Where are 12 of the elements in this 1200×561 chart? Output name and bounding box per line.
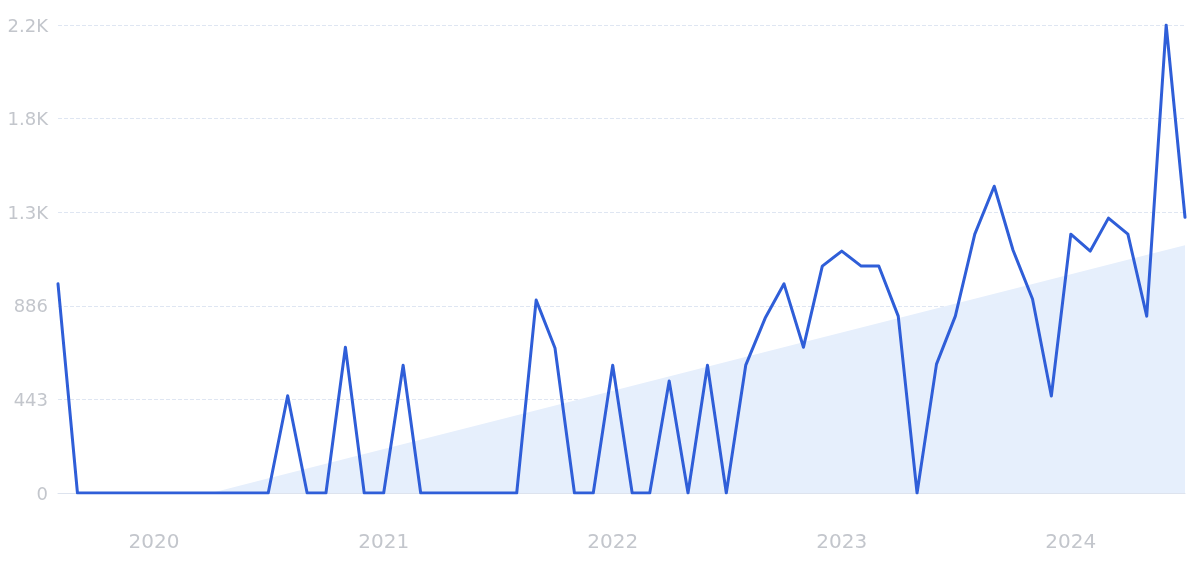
y-tick-label: 886 (13, 295, 48, 317)
y-tick-label: 1.3K (7, 201, 50, 223)
y-tick-label: 1.8K (7, 108, 50, 130)
x-tick-label: 2024 (1045, 529, 1097, 553)
y-tick-label: 2.2K (7, 14, 50, 36)
y-tick-label: 443 (13, 388, 48, 410)
line-series (56, 23, 1187, 495)
y-tick-label: 0 (36, 482, 48, 504)
x-tick-label: 2023 (816, 529, 868, 553)
x-tick-label: 2021 (358, 529, 410, 553)
x-tick-label: 2022 (587, 529, 639, 553)
x-tick-label: 2020 (128, 529, 180, 553)
